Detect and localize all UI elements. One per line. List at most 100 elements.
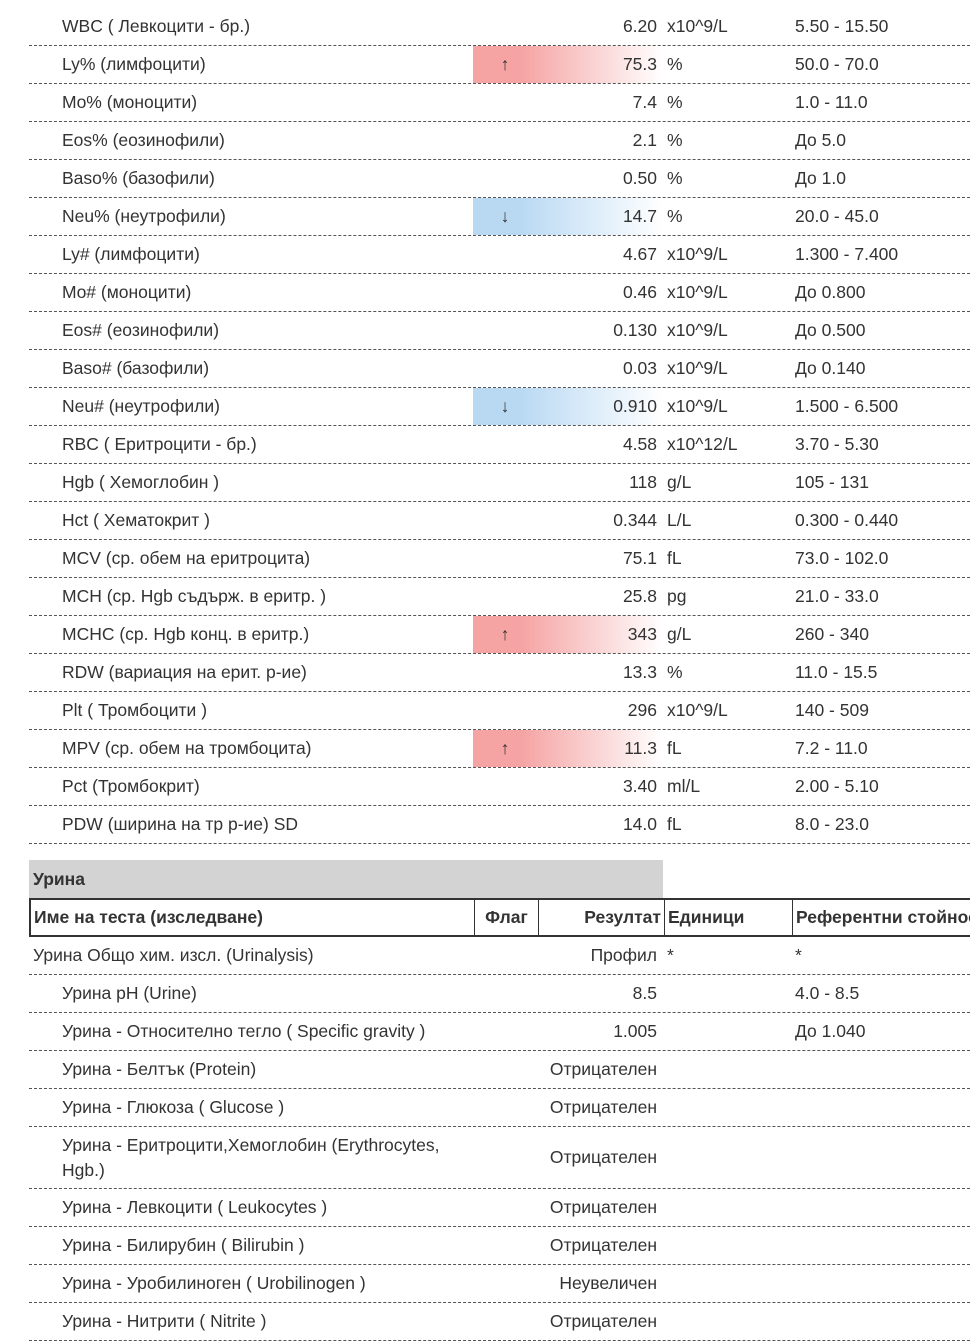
test-name: RBC ( Еритроцити - бр.) bbox=[62, 434, 257, 454]
test-name: Eos% (еозинофили) bbox=[62, 130, 225, 150]
result: 11.3 bbox=[624, 738, 657, 758]
table-row: WBC ( Левкоцити - бр.) 6.20 x10^9/L 5.50 - … bbox=[29, 8, 970, 46]
table-row: Hct ( Хематокрит ) 0.344 L/L 0.300 - 0.440 bbox=[29, 502, 970, 540]
unit: x10^12/L bbox=[667, 434, 738, 454]
flag-cell: ↑ bbox=[473, 616, 663, 653]
reference: 0.300 - 0.440 bbox=[795, 510, 899, 530]
unit: g/L bbox=[667, 624, 692, 644]
test-name: Урина - Глюкоза ( Glucose ) bbox=[62, 1097, 285, 1117]
unit: x10^9/L bbox=[667, 244, 728, 264]
test-name: Урина pH (Urine) bbox=[62, 983, 197, 1003]
test-name: RDW (вариация на ерит. р-ие) bbox=[62, 662, 307, 682]
result: 1.005 bbox=[613, 1021, 657, 1041]
result: 0.46 bbox=[622, 282, 657, 302]
table-row: Ly% (лимфоцити) ↑ 75.3% 50.0 - 70.0 bbox=[29, 46, 970, 84]
reference: 4.0 - 8.5 bbox=[795, 983, 860, 1003]
unit: g/L bbox=[667, 472, 692, 492]
table-row: MCH (ср. Hgb съдърж. в еритр. ) 25.8 pg 21.… bbox=[29, 578, 970, 616]
table-row: Hgb ( Хемоглобин ) 118 g/L 105 - 131 bbox=[29, 464, 970, 502]
unit: % bbox=[667, 662, 683, 682]
result: 0.03 bbox=[622, 358, 657, 378]
result: 6.20 bbox=[622, 16, 657, 36]
reference: До 0.500 bbox=[795, 320, 866, 340]
test-name: Урина - Еритроцити,Хемоглобин (Erythrocy… bbox=[62, 1134, 440, 1180]
reference: 2.00 - 5.10 bbox=[795, 776, 879, 796]
test-name: MCH (ср. Hgb съдърж. в еритр. ) bbox=[62, 586, 327, 606]
table-row: Neu% (неутрофили) ↓ 14.7% 20.0 - 45.0 bbox=[29, 198, 970, 236]
unit: x10^9/L bbox=[667, 396, 728, 416]
result: 3.40 bbox=[622, 776, 657, 796]
table-row: RDW (вариация на ерит. р-ие) 13.3% 11.0 - … bbox=[29, 654, 970, 692]
flag-arrow: ↑ bbox=[500, 624, 510, 644]
table-row: Урина Общо хим. изсл. (Urinalysis) Профил… bbox=[29, 937, 970, 975]
result: Отрицателен bbox=[549, 1147, 657, 1167]
result: 0.910 bbox=[613, 396, 657, 416]
test-name: MPV (ср. обем на тромбоцита) bbox=[62, 738, 312, 758]
test-name: Pct (Тромбокрит) bbox=[62, 776, 200, 796]
flag-cell: ↓ bbox=[473, 388, 663, 425]
unit: ml/L bbox=[667, 776, 701, 796]
result: 13.3 bbox=[622, 662, 657, 682]
table-header: Име на теста (изследване) Флаг Резултат … bbox=[29, 898, 970, 937]
table-row: PDW (ширина на тр р-ие) SD 14.0 fL 8.0 - 23… bbox=[29, 806, 970, 844]
test-name: Урина - Левкоцити ( Leukocytes ) bbox=[62, 1197, 328, 1217]
result: Профил bbox=[590, 945, 657, 965]
flag-cell: ↑ bbox=[473, 730, 663, 767]
table-row: Ly# (лимфоцити) 4.67 x10^9/L 1.300 - 7.400 bbox=[29, 236, 970, 274]
unit: * bbox=[667, 945, 674, 965]
test-name: Урина - Относително тегло ( Specific gra… bbox=[62, 1021, 426, 1041]
reference: 50.0 - 70.0 bbox=[795, 54, 879, 74]
header-cell: Резултат bbox=[539, 900, 665, 935]
test-name: Урина - Нитрити ( Nitrite ) bbox=[62, 1311, 267, 1331]
result: 2.1 bbox=[632, 130, 657, 150]
table-row: RBC ( Еритроцити - бр.) 4.58 x10^12/L 3.70 … bbox=[29, 426, 970, 464]
table-row: Baso# (базофили) 0.03 x10^9/L До 0.140 bbox=[29, 350, 970, 388]
reference: 20.0 - 45.0 bbox=[795, 206, 879, 226]
result: Отрицателен bbox=[549, 1235, 657, 1255]
header-cell: Референтни стойнос bbox=[796, 907, 970, 927]
reference: 5.50 - 15.50 bbox=[795, 16, 889, 36]
unit: L/L bbox=[667, 510, 692, 530]
result: 25.8 bbox=[622, 586, 657, 606]
reference: До 1.0 bbox=[795, 168, 846, 188]
reference: До 5.0 bbox=[795, 130, 846, 150]
table-row: Урина - Относително тегло ( Specific gra… bbox=[29, 1013, 970, 1051]
reference: 3.70 - 5.30 bbox=[795, 434, 879, 454]
table-row: Eos% (еозинофили) 2.1% До 5.0 bbox=[29, 122, 970, 160]
section-title: Урина bbox=[29, 860, 663, 898]
test-name: Урина - Белтък (Protein) bbox=[62, 1059, 257, 1079]
reference: 21.0 - 33.0 bbox=[795, 586, 879, 606]
reference: До 0.800 bbox=[795, 282, 866, 302]
reference: 1.500 - 6.500 bbox=[795, 396, 899, 416]
test-name: Neu% (неутрофили) bbox=[62, 206, 226, 226]
result: 0.344 bbox=[613, 510, 657, 530]
result: 0.130 bbox=[613, 320, 657, 340]
header-cell: Име на теста (изследване) bbox=[31, 900, 475, 935]
test-name: Neu# (неутрофили) bbox=[62, 396, 220, 416]
unit: % bbox=[667, 92, 683, 112]
table-row: Урина - Билирубин ( Bilirubin ) Отрицател… bbox=[29, 1227, 970, 1265]
table-row: Урина - Еритроцити,Хемоглобин (Erythrocy… bbox=[29, 1127, 970, 1189]
reference: 8.0 - 23.0 bbox=[795, 814, 869, 834]
result: 75.1 bbox=[622, 548, 657, 568]
result: 0.50 bbox=[622, 168, 657, 188]
unit: pg bbox=[667, 586, 687, 606]
table-row: Урина - Нитрити ( Nitrite ) Отрицателен bbox=[29, 1303, 970, 1341]
table-row: Plt ( Тромбоцити ) 296 x10^9/L 140 - 509 bbox=[29, 692, 970, 730]
flag-cell: ↓ bbox=[473, 198, 663, 235]
reference: До 0.140 bbox=[795, 358, 866, 378]
reference: 7.2 - 11.0 bbox=[795, 738, 868, 758]
test-name: MCV (ср. обем на еритроцита) bbox=[62, 548, 311, 568]
reference: 73.0 - 102.0 bbox=[795, 548, 889, 568]
result: 296 bbox=[627, 700, 657, 720]
result: 4.67 bbox=[622, 244, 657, 264]
reference: До 1.040 bbox=[795, 1021, 866, 1041]
result: 14.7 bbox=[622, 206, 657, 226]
test-name: Mo% (моноцити) bbox=[62, 92, 198, 112]
reference: 1.0 - 11.0 bbox=[795, 92, 868, 112]
table-row: Neu# (неутрофили) ↓ 0.910 x10^9/L 1.500 - 6.… bbox=[29, 388, 970, 426]
result: Отрицателен bbox=[549, 1197, 657, 1217]
test-name: PDW (ширина на тр р-ие) SD bbox=[62, 814, 299, 834]
test-name: Ly# (лимфоцити) bbox=[62, 244, 200, 264]
